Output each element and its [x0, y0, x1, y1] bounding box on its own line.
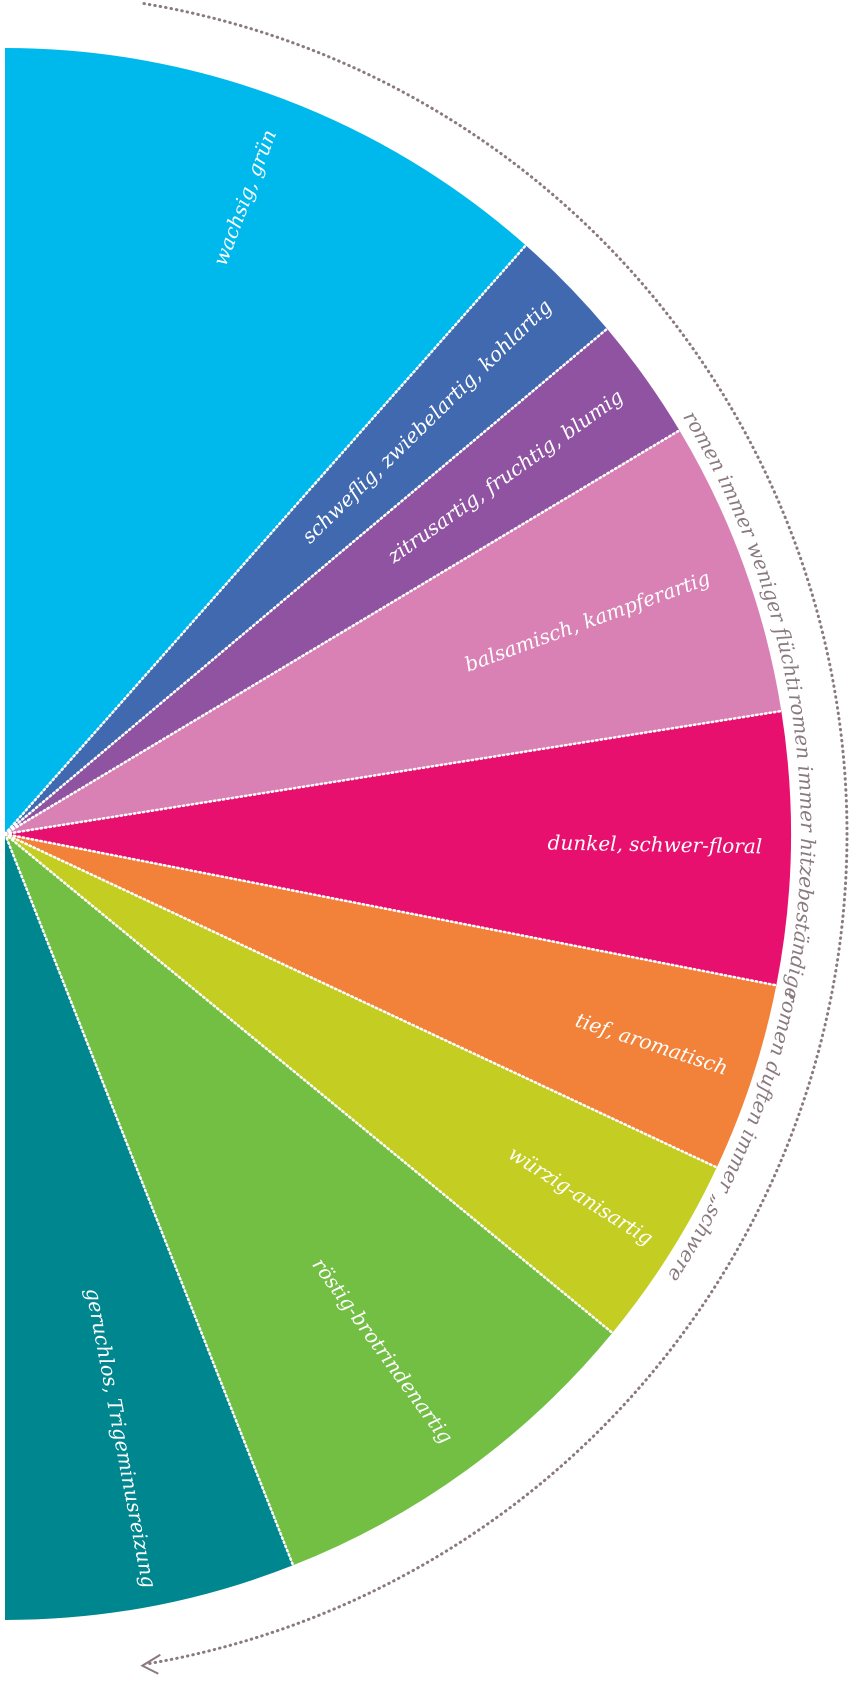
segment-label: dunkel, schwer-floral [547, 830, 762, 858]
wedge [5, 430, 782, 834]
wedge [5, 834, 717, 1333]
wedge-separator [3, 832, 295, 1567]
wedge-separator [3, 832, 778, 987]
arrow-head [140, 1653, 161, 1675]
wedge [5, 834, 777, 1168]
wedge-separator [3, 327, 609, 836]
wedge [5, 328, 680, 834]
wedge-separator [3, 832, 614, 1335]
wedge [5, 245, 608, 834]
wedge [5, 834, 294, 1620]
wedge [5, 48, 526, 834]
wedge-separator [3, 244, 528, 836]
wedge [5, 834, 613, 1566]
wedge-separator [3, 832, 719, 1169]
wedge [5, 711, 791, 986]
wedge-separator [3, 429, 681, 836]
wedge-separator [3, 709, 783, 836]
